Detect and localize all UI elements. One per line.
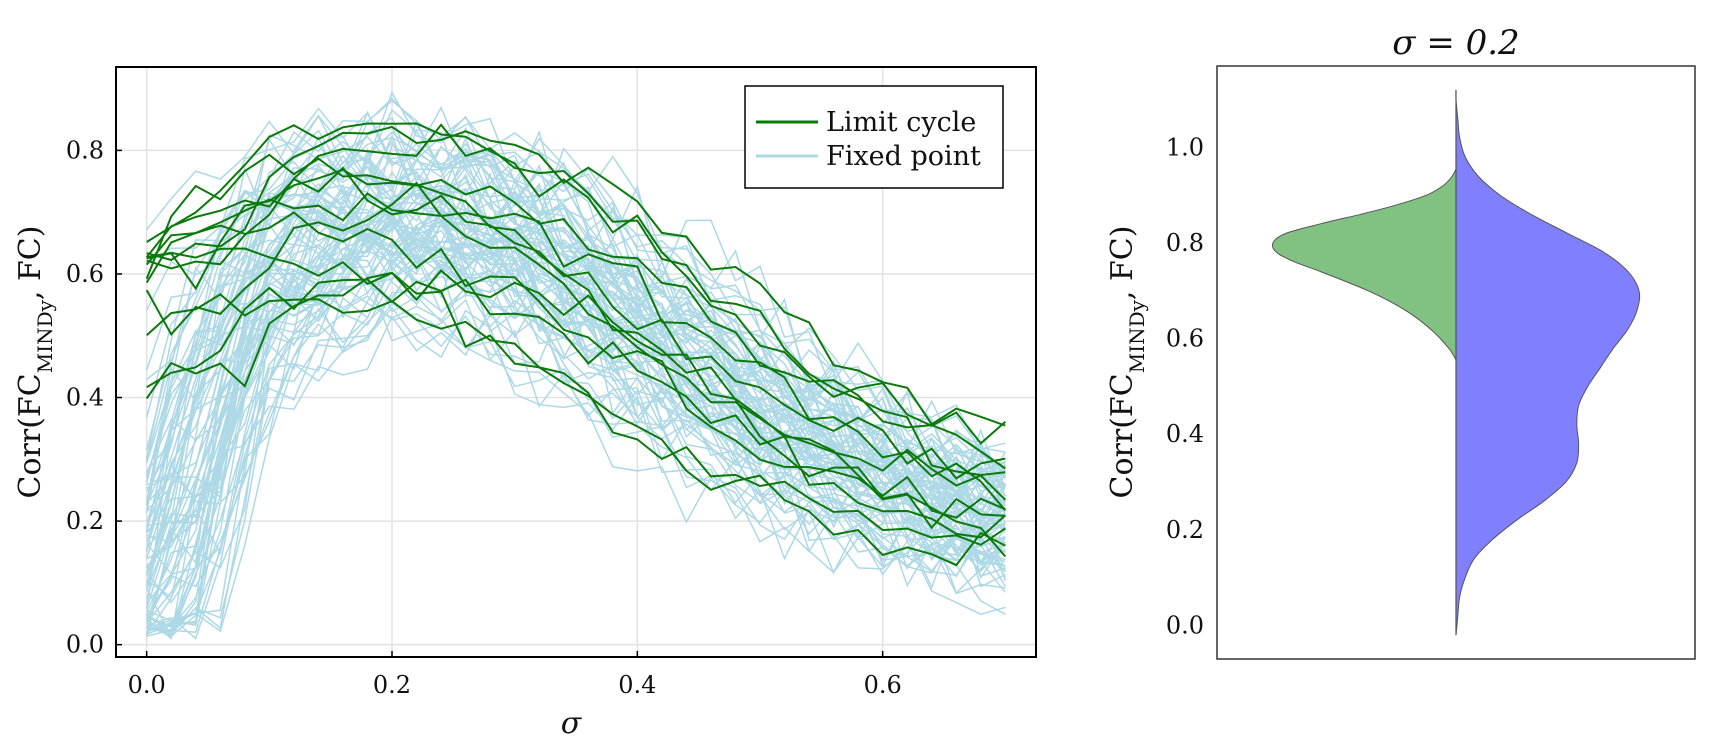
fixed-point-line (146, 253, 1006, 639)
left-x-axis-label: σ (561, 706, 583, 741)
right-y-axis-label: Corr(FCMINDy, FC) (1105, 226, 1149, 499)
fixed-point-line (146, 114, 1006, 488)
fixed-point-line (146, 184, 1007, 599)
limit-cycle-line (145, 211, 1006, 519)
right-y-tick-label: 0.8 (1166, 229, 1204, 257)
limit-cycle-line (146, 122, 1006, 445)
right-y-tick-label: 1.0 (1166, 133, 1204, 161)
limit-cycle-line (146, 123, 1006, 477)
left-y-ticks: 0.0 0.2 0.4 0.6 0.8 (66, 136, 122, 659)
left-x-ticks: 0.0 0.2 0.4 0.6 (128, 651, 902, 699)
left-x-tick-label: 0.0 (128, 671, 166, 699)
limit-cycle-line (146, 247, 1006, 546)
limit-cycle-line (145, 153, 1006, 530)
left-y-tick-label: 0.0 (66, 631, 104, 659)
left-y-tick-label: 0.8 (66, 136, 104, 164)
right-y-tick-label: 0.2 (1166, 516, 1204, 544)
fixed-point-line (146, 196, 1006, 627)
left-series-lines (145, 90, 1007, 640)
limit-cycle-line (146, 125, 1006, 427)
limit-cycle-line (146, 168, 1006, 470)
left-y-tick-label: 0.4 (66, 384, 104, 412)
fixed-point-line (146, 237, 1006, 636)
left-x-tick-label: 0.2 (373, 671, 411, 699)
right-y-tick-label: 0.6 (1166, 325, 1204, 353)
fixed-point-line (146, 133, 1006, 567)
left-legend: Limit cycle Fixed point (744, 85, 1004, 189)
limit-cycle-line (145, 192, 1007, 501)
left-y-tick-label: 0.2 (66, 507, 104, 535)
left-x-tick-label: 0.4 (618, 671, 656, 699)
right-violin (1271, 89, 1641, 636)
fixed-point-line (146, 255, 1006, 629)
right-y-tick-label: 0.4 (1166, 420, 1204, 448)
violin-left-half-limit-cycle (1271, 168, 1457, 362)
fixed-point-line (145, 257, 1006, 595)
fixed-point-line (146, 225, 1006, 617)
right-panel: 0.0 0.2 0.4 0.6 0.8 1.0 σ = 0.2 Corr(FCMINDy,… (1105, 23, 1696, 660)
fixed-point-line (146, 159, 1006, 604)
fixed-point-line (145, 146, 1006, 532)
fixed-point-line (146, 302, 1006, 638)
fixed-point-line (146, 116, 1006, 560)
fixed-point-line (146, 164, 1006, 548)
fixed-point-line (146, 302, 1006, 640)
left-x-tick-label: 0.6 (864, 671, 902, 699)
violin-right-half-fixed-point (1455, 89, 1641, 636)
limit-cycle-line (146, 278, 1006, 539)
left-y-axis-label: Corr(FCMINDy, FC) (13, 226, 57, 499)
right-y-tick-label: 0.0 (1166, 612, 1204, 640)
limit-cycle-line (146, 293, 1006, 567)
left-plot-frame (115, 66, 1037, 658)
left-panel: 0.0 0.2 0.4 0.6 0.0 0.2 0.4 0.6 0.8 σ Corr(FCMI… (13, 66, 1037, 741)
fixed-point-line (146, 222, 1006, 633)
fixed-point-line (145, 129, 1006, 518)
left-y-tick-label: 0.6 (66, 260, 104, 288)
limit-cycle-line (145, 181, 1007, 512)
right-y-ticks: 0.0 0.2 0.4 0.6 0.8 1.0 (1166, 133, 1204, 639)
fixed-point-line (146, 134, 1006, 489)
legend-box (744, 85, 1004, 189)
right-title: σ = 0.2 (1392, 23, 1519, 63)
legend-fixed-point-label: Fixed point (826, 141, 981, 172)
legend-limit-cycle-label: Limit cycle (826, 107, 976, 138)
limit-cycle-line (145, 269, 1007, 558)
